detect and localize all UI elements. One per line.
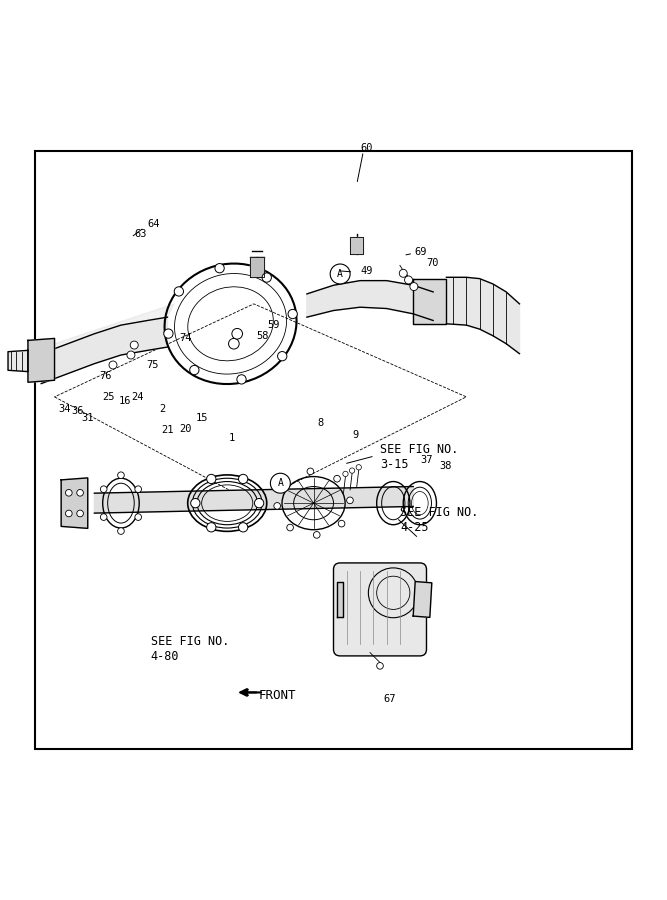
Circle shape: [130, 341, 138, 349]
Circle shape: [288, 310, 297, 319]
Polygon shape: [41, 304, 174, 370]
Text: 74: 74: [179, 333, 192, 344]
Text: SEE FIG NO.
3-15: SEE FIG NO. 3-15: [380, 443, 458, 471]
Circle shape: [65, 490, 72, 496]
Text: 76: 76: [99, 371, 112, 381]
Circle shape: [270, 473, 290, 493]
Text: 59: 59: [267, 320, 279, 330]
Circle shape: [334, 475, 340, 482]
Circle shape: [410, 283, 418, 291]
Polygon shape: [307, 281, 433, 320]
Circle shape: [400, 269, 408, 277]
Text: A: A: [338, 269, 343, 279]
Circle shape: [229, 338, 239, 349]
Circle shape: [191, 499, 200, 508]
Text: 60: 60: [360, 143, 373, 153]
Polygon shape: [414, 279, 446, 324]
Polygon shape: [41, 317, 167, 383]
Circle shape: [109, 361, 117, 369]
Polygon shape: [94, 487, 414, 513]
Circle shape: [277, 352, 287, 361]
Circle shape: [287, 524, 293, 531]
Circle shape: [239, 474, 248, 483]
Text: 8: 8: [317, 418, 323, 428]
Circle shape: [100, 514, 107, 520]
Polygon shape: [446, 277, 520, 354]
Circle shape: [174, 287, 183, 296]
Text: 34: 34: [59, 404, 71, 414]
Circle shape: [274, 502, 281, 509]
Circle shape: [237, 374, 246, 384]
Polygon shape: [28, 338, 55, 382]
Circle shape: [405, 276, 413, 284]
Circle shape: [135, 486, 141, 492]
Circle shape: [127, 351, 135, 359]
Circle shape: [330, 264, 350, 284]
Circle shape: [313, 532, 320, 538]
FancyBboxPatch shape: [334, 562, 426, 656]
Text: 16: 16: [118, 396, 131, 406]
Circle shape: [262, 273, 271, 283]
Circle shape: [377, 662, 384, 670]
Circle shape: [207, 474, 216, 483]
Text: 37: 37: [420, 455, 432, 465]
Circle shape: [100, 486, 107, 492]
Circle shape: [307, 468, 313, 474]
Text: 25: 25: [102, 392, 115, 402]
Text: 64: 64: [147, 220, 160, 230]
Circle shape: [77, 490, 83, 496]
Polygon shape: [8, 350, 28, 372]
Text: 75: 75: [146, 360, 159, 370]
Text: 9: 9: [352, 430, 358, 440]
Text: 49: 49: [360, 266, 373, 275]
Text: 58: 58: [256, 331, 269, 341]
Text: 63: 63: [134, 230, 147, 239]
Circle shape: [189, 365, 199, 374]
Text: SEE FIG NO.
4-80: SEE FIG NO. 4-80: [151, 635, 229, 663]
Circle shape: [347, 497, 354, 504]
Text: 24: 24: [131, 392, 144, 402]
Text: 67: 67: [384, 694, 396, 704]
Text: 21: 21: [161, 425, 173, 435]
Circle shape: [65, 510, 72, 517]
Circle shape: [239, 523, 248, 532]
Circle shape: [232, 328, 243, 339]
Text: 15: 15: [195, 413, 208, 423]
Text: 70: 70: [426, 257, 439, 267]
Circle shape: [215, 264, 224, 273]
Polygon shape: [61, 478, 88, 528]
Circle shape: [356, 464, 362, 470]
Text: A: A: [277, 478, 283, 488]
Text: 38: 38: [440, 461, 452, 471]
Polygon shape: [350, 238, 364, 254]
Text: 1: 1: [229, 433, 235, 443]
Circle shape: [164, 329, 173, 338]
Circle shape: [117, 527, 124, 535]
Text: 36: 36: [72, 407, 84, 417]
Text: 20: 20: [179, 424, 192, 434]
Circle shape: [77, 510, 83, 517]
Text: SEE FIG NO.
4-25: SEE FIG NO. 4-25: [400, 506, 478, 534]
Circle shape: [207, 523, 216, 532]
Circle shape: [254, 499, 263, 508]
Circle shape: [338, 520, 345, 527]
Text: 31: 31: [81, 413, 93, 423]
Circle shape: [350, 468, 355, 473]
Circle shape: [282, 480, 289, 486]
Polygon shape: [414, 581, 432, 617]
Text: 69: 69: [414, 248, 427, 257]
Text: FRONT: FRONT: [258, 689, 295, 702]
Circle shape: [117, 472, 124, 479]
Circle shape: [135, 514, 141, 520]
Text: 2: 2: [159, 404, 165, 414]
Polygon shape: [337, 581, 344, 617]
Circle shape: [343, 472, 348, 477]
Polygon shape: [251, 257, 263, 277]
